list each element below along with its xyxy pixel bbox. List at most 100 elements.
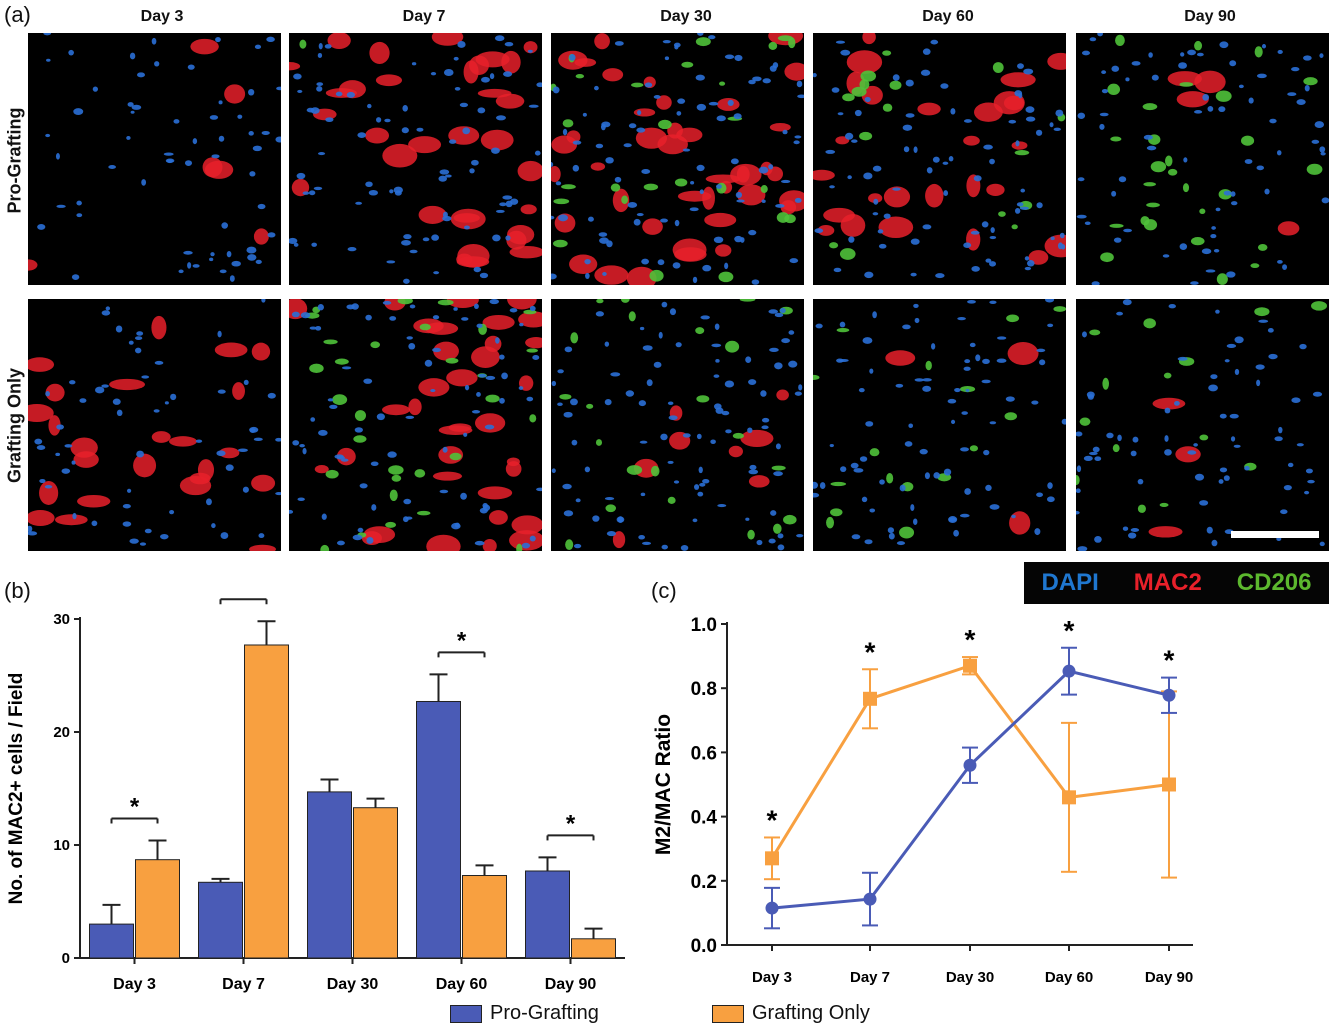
dapi-nucleus [393, 186, 403, 194]
dapi-nucleus [297, 89, 303, 93]
mac2-signal [704, 212, 737, 228]
y-tick-label: 1.0 [691, 615, 717, 636]
dapi-nucleus [872, 212, 879, 216]
dapi-nucleus [1026, 259, 1035, 267]
dapi-nucleus [1077, 546, 1088, 551]
dapi-nucleus [527, 49, 533, 53]
dapi-nucleus [460, 492, 467, 500]
mac2-signal [594, 33, 610, 50]
dapi-nucleus [839, 358, 849, 363]
cd206-signal [1215, 90, 1232, 102]
dapi-nucleus [105, 306, 111, 311]
dapi-nucleus [144, 528, 152, 534]
dapi-nucleus [913, 518, 918, 525]
dapi-nucleus [389, 189, 394, 194]
dapi-nucleus [819, 482, 826, 490]
dapi-nucleus [708, 35, 716, 40]
mac2-signal [249, 544, 276, 551]
dapi-nucleus [642, 541, 652, 545]
dapi-nucleus [1168, 304, 1176, 309]
mac2-signal [28, 259, 38, 271]
dapi-nucleus [267, 392, 276, 399]
dapi-nucleus [661, 301, 668, 308]
dapi-nucleus [1206, 526, 1213, 534]
dapi-nucleus [219, 269, 227, 274]
dapi-nucleus [1015, 140, 1020, 147]
dapi-nucleus [221, 222, 229, 229]
cd206-signal [783, 514, 797, 525]
dapi-nucleus [813, 72, 817, 78]
dapi-nucleus [1008, 119, 1017, 124]
cd206-signal [449, 452, 462, 461]
dapi-nucleus [922, 385, 932, 392]
dapi-nucleus [551, 273, 557, 280]
dapi-nucleus [317, 52, 323, 59]
cd206-signal [695, 327, 705, 335]
dapi-nucleus [961, 411, 968, 415]
dapi-nucleus [797, 94, 804, 99]
dapi-nucleus [1280, 509, 1288, 515]
stain-legend: DAPI MAC2 CD206 [1024, 562, 1329, 604]
dapi-nucleus [254, 44, 262, 50]
cd206-signal [334, 358, 349, 365]
dapi-nucleus [1305, 468, 1313, 474]
dapi-nucleus [854, 109, 862, 117]
cd206-signal [992, 62, 1004, 73]
mac2-signal [204, 160, 234, 179]
dapi-nucleus [551, 468, 556, 474]
dapi-nucleus [858, 387, 865, 393]
dapi-nucleus [571, 439, 578, 446]
dapi-nucleus [1215, 207, 1221, 212]
bar-grafting-only [353, 807, 398, 959]
data-point-pro-grafting [765, 901, 779, 915]
mac2-signal [779, 190, 804, 212]
dapi-nucleus [788, 330, 795, 335]
dapi-nucleus [748, 79, 756, 85]
dapi-nucleus [484, 424, 495, 430]
cd206-signal [1143, 182, 1156, 187]
dapi-nucleus [922, 48, 931, 55]
dapi-nucleus [752, 76, 762, 82]
mac2-signal [1175, 446, 1201, 463]
dapi-nucleus [794, 197, 802, 203]
dapi-nucleus [454, 522, 460, 528]
dapi-nucleus [715, 358, 720, 363]
dapi-nucleus [697, 491, 704, 497]
dapi-nucleus [950, 108, 956, 115]
dapi-nucleus [1101, 89, 1109, 94]
dapi-nucleus [887, 527, 895, 534]
dapi-nucleus [1045, 299, 1055, 303]
dapi-nucleus [206, 498, 212, 506]
mac2-signal [1176, 91, 1209, 108]
dapi-nucleus [835, 40, 846, 44]
dapi-nucleus [964, 488, 971, 495]
dapi-nucleus [640, 492, 646, 497]
dapi-nucleus [154, 61, 160, 67]
cd206-signal [354, 410, 367, 422]
dapi-nucleus [1210, 374, 1218, 380]
dapi-nucleus [1238, 84, 1244, 89]
dapi-nucleus [477, 107, 486, 114]
dapi-nucleus [1164, 435, 1169, 442]
dapi-nucleus [892, 74, 900, 81]
dapi-nucleus [920, 69, 931, 76]
dapi-nucleus [1106, 432, 1114, 439]
dapi-nucleus [416, 127, 424, 132]
dapi-nucleus [641, 258, 650, 265]
dapi-nucleus [1011, 514, 1016, 519]
dapi-nucleus [261, 299, 266, 303]
dapi-nucleus [599, 237, 609, 244]
dapi-nucleus [839, 321, 846, 328]
dapi-nucleus [558, 214, 569, 222]
dapi-nucleus [1194, 110, 1203, 114]
cd206-signal [658, 119, 672, 130]
dapi-nucleus [346, 91, 356, 98]
mac2-signal [456, 256, 490, 268]
dapi-nucleus [275, 136, 281, 143]
cd206-signal [1146, 202, 1160, 208]
dapi-nucleus [1025, 106, 1035, 113]
dapi-nucleus [814, 228, 824, 234]
dapi-nucleus [878, 243, 887, 249]
dapi-nucleus [71, 274, 80, 280]
dapi-nucleus [869, 508, 876, 513]
